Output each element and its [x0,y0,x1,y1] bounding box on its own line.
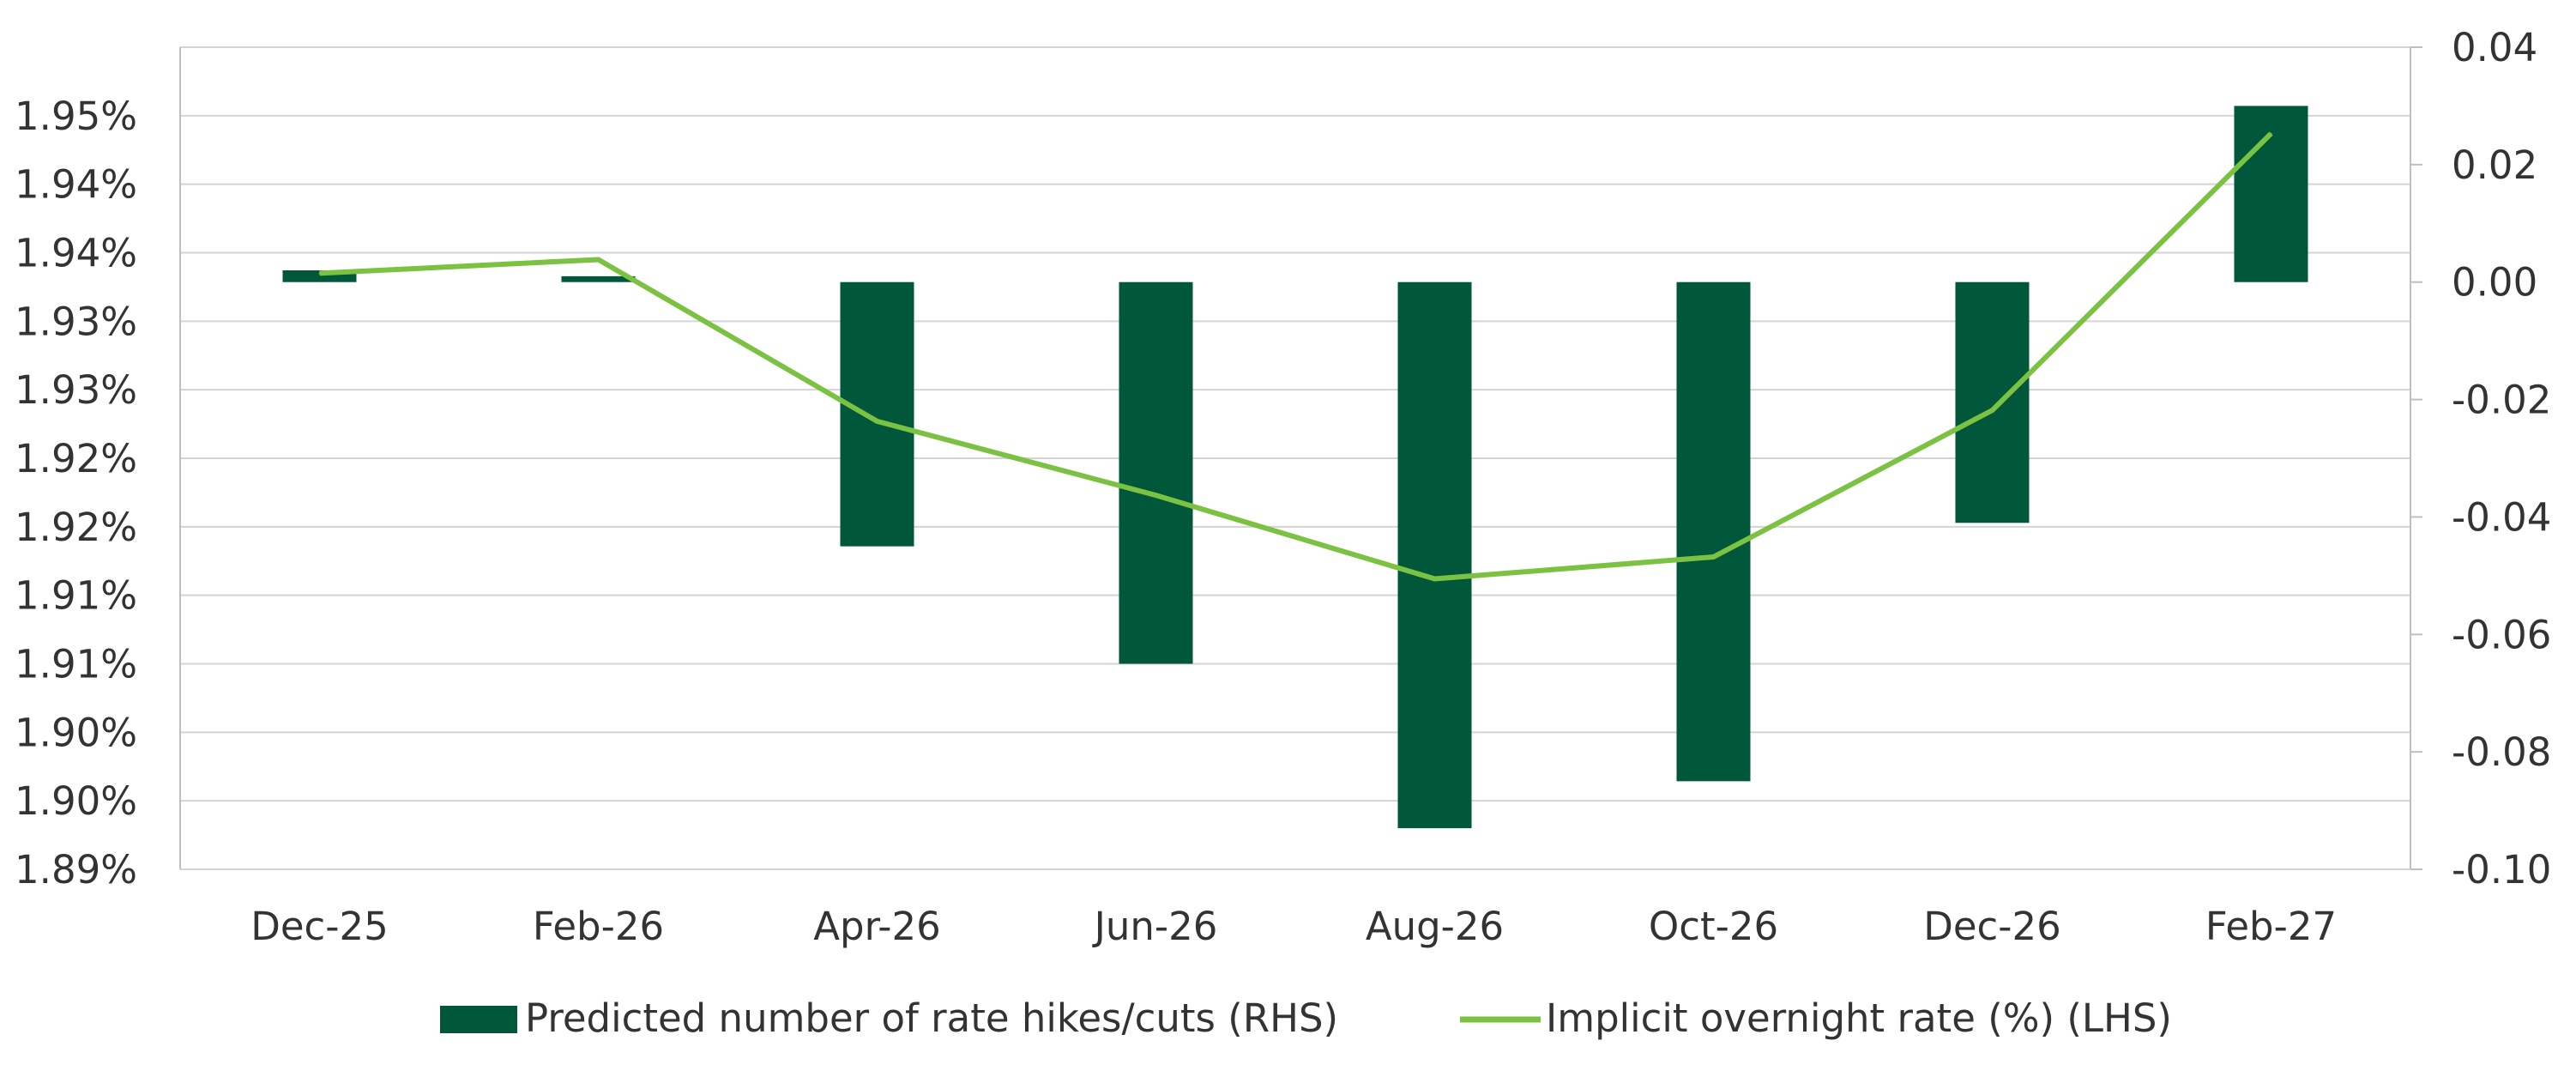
bar-Feb-27 [2234,106,2308,282]
right-tick-label: -0.02 [2452,378,2551,423]
x-tick-label: Dec-25 [250,904,389,949]
right-tick-label: -0.06 [2452,612,2551,657]
line-point-Dec-25 [318,272,321,275]
line-point-Apr-26 [876,420,878,422]
x-tick-label: Apr-26 [813,904,940,949]
left-axis-ticks: 1.89% 1.90% 1.90% 1.91% 1.91% 1.92% 1.92% 1.93%… [15,94,137,892]
left-tick-label: 1.92% [15,505,137,550]
line-point-Jun-26 [1155,494,1157,497]
x-tick-label: Feb-27 [2205,904,2337,949]
x-tick-label: Aug-26 [1366,904,1504,949]
line-point-Dec-26 [1991,409,1994,412]
right-axis-ticks: -0.10 -0.08 -0.06 -0.04 -0.02 0.00 0.02 0.04 [2452,25,2551,892]
legend-bar-label: Predicted number of rate hikes/cuts (RHS… [525,995,1338,1041]
left-tick-label: 1.93% [15,299,137,344]
line-series [318,131,2273,582]
bar-series [282,106,2308,829]
left-tick-label: 1.90% [15,778,137,824]
left-tick-label: 1.90% [15,710,137,755]
line-point-Aug-26 [1433,578,1436,580]
left-tick-label: 1.95% [15,94,137,139]
left-tick-label: 1.89% [15,847,137,892]
x-tick-label: Oct-26 [1649,904,1778,949]
right-tick-label: -0.10 [2452,847,2551,892]
x-tick-label: Jun-26 [1092,904,1218,949]
left-tick-label: 1.94% [15,231,137,276]
left-tick-label: 1.91% [15,573,137,619]
left-tick-label: 1.93% [15,367,137,413]
right-tick-label: -0.08 [2452,729,2551,775]
right-tick-label: 0.04 [2452,25,2537,70]
right-tick-label: 0.02 [2452,142,2537,188]
legend-bar-swatch [440,1006,517,1033]
legend: Predicted number of rate hikes/cuts (RHS… [440,995,2172,1041]
axes [179,46,2422,870]
line-point-Feb-26 [597,258,600,261]
line-overnight-rate [319,131,2273,582]
bar-Jun-26 [1119,281,1193,664]
left-tick-label: 1.92% [15,436,137,481]
bar-Dec-26 [1955,281,2030,523]
right-tick-label: 0.00 [2452,260,2537,306]
left-tick-label: 1.91% [15,642,137,687]
x-tick-label: Feb-26 [533,904,664,949]
bar-Apr-26 [840,281,914,547]
grid-lines [180,46,2410,870]
right-tick-label: -0.04 [2452,494,2551,540]
x-axis-ticks: Dec-25 Feb-26 Apr-26 Jun-26 Aug-26 Oct-26 Dec-… [250,904,2337,949]
legend-line-label: Implicit overnight rate (%) (LHS) [1546,995,2172,1041]
left-tick-label: 1.94% [15,162,137,208]
line-point-Oct-26 [1712,555,1715,558]
x-tick-label: Dec-26 [1923,904,2061,949]
bar-Aug-26 [1397,281,1472,829]
bar-Feb-26 [561,275,636,282]
bar-Oct-26 [1676,281,1751,782]
line-point-Feb-27 [2270,132,2272,135]
